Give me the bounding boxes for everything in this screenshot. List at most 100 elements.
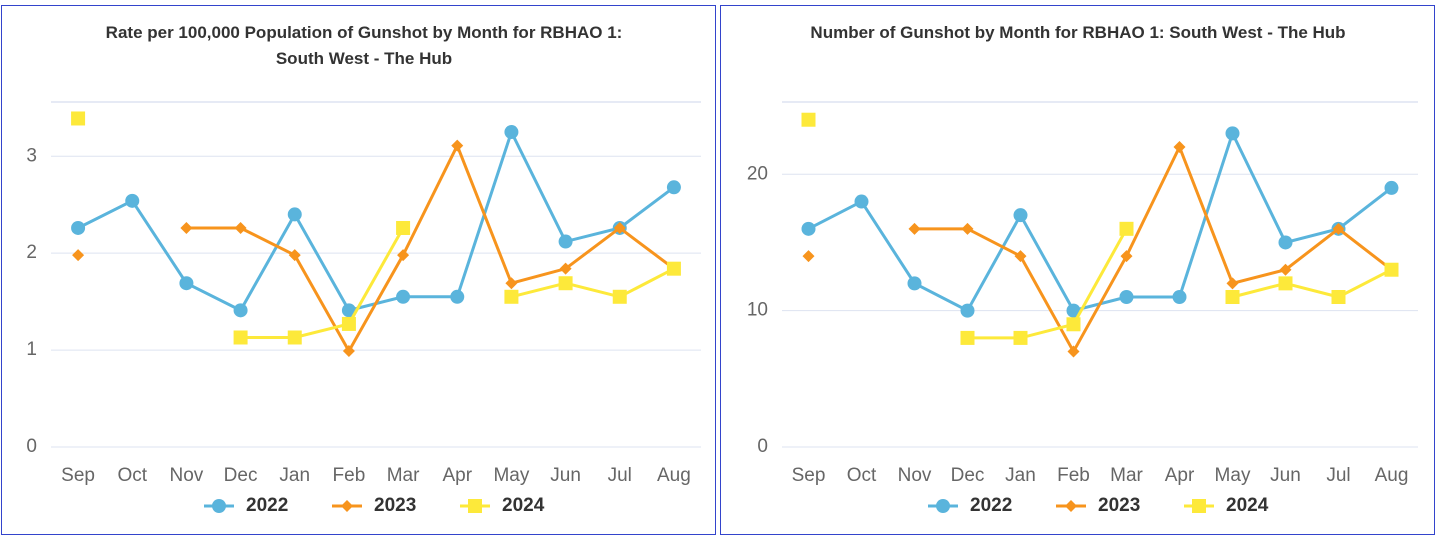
- point: [558, 276, 573, 291]
- point: [234, 221, 247, 234]
- point: [1278, 276, 1293, 291]
- point: [1279, 263, 1292, 276]
- point: [1384, 180, 1399, 195]
- x-tick-label: Nov: [898, 465, 932, 486]
- point: [504, 289, 519, 304]
- series-line: [186, 141, 675, 355]
- point: [1013, 330, 1028, 345]
- x-tick-label: Aug: [1375, 465, 1409, 486]
- point: [854, 194, 869, 209]
- point: [1013, 208, 1028, 223]
- point: [71, 220, 86, 235]
- point: [342, 345, 355, 358]
- point: [396, 289, 411, 304]
- point: [233, 330, 248, 345]
- point: [801, 112, 816, 127]
- y-tick-label: 0: [757, 436, 768, 457]
- point: [233, 303, 248, 318]
- point: [612, 289, 627, 304]
- point: [287, 330, 302, 345]
- point: [451, 139, 464, 152]
- point: [341, 303, 356, 318]
- point: [288, 249, 301, 262]
- chart-title: Number of Gunshot by Month for RBHAO 1: …: [810, 23, 1346, 42]
- point: [1225, 126, 1240, 141]
- x-tick-label: Feb: [333, 465, 366, 486]
- x-tick-label: Apr: [1165, 465, 1195, 486]
- y-tick-label: 2: [26, 242, 37, 263]
- point: [504, 125, 519, 140]
- point: [960, 330, 975, 345]
- x-tick-label: Jun: [1270, 465, 1301, 486]
- point: [1331, 290, 1346, 304]
- x-tick-label: Mar: [387, 465, 420, 486]
- y-tick-label: 0: [26, 436, 37, 457]
- y-tick-label: 3: [26, 145, 37, 166]
- x-tick-label: Oct: [847, 465, 877, 486]
- point: [1384, 262, 1399, 277]
- point: [1066, 317, 1081, 332]
- point: [1065, 500, 1077, 512]
- point: [72, 249, 85, 262]
- point: [397, 249, 410, 262]
- point: [341, 500, 353, 512]
- point: [1226, 277, 1239, 290]
- x-tick-label: Jul: [608, 465, 632, 486]
- chart: 0 10 20 Sep Oct Nov Dec Jan Feb Mar Apr May Jun Jul Au…: [747, 101, 1418, 516]
- x-tick-label: May: [1215, 465, 1251, 486]
- point: [1014, 250, 1027, 263]
- x-tick-label: Feb: [1057, 465, 1090, 486]
- x-tick-label: Jun: [550, 465, 581, 486]
- x-tick-label: Nov: [170, 465, 204, 486]
- point: [961, 222, 974, 235]
- point: [287, 207, 302, 222]
- point: [1172, 290, 1187, 304]
- point: [179, 276, 194, 291]
- point: [125, 193, 140, 208]
- x-tick-label: Jan: [279, 465, 310, 486]
- legend-label: 2022: [970, 495, 1012, 516]
- point: [450, 289, 465, 304]
- point: [71, 111, 86, 126]
- series-line: [77, 128, 675, 313]
- point: [666, 261, 681, 276]
- series-line: [914, 143, 1393, 355]
- x-tick-label: Dec: [951, 465, 985, 486]
- x-tick-label: Jan: [1005, 465, 1036, 486]
- series-line: [807, 129, 1393, 313]
- point: [396, 220, 411, 235]
- y-tick-label: 20: [747, 163, 768, 184]
- point: [468, 499, 482, 513]
- x-tick-label: Oct: [117, 465, 147, 486]
- point: [802, 250, 815, 263]
- chart: 0 1 2 3 Sep Oct Nov Dec Jan Feb Mar Apr May Jun Jul Aug…: [26, 101, 701, 516]
- legend-label: 2022: [246, 495, 288, 516]
- point: [1225, 290, 1240, 304]
- point: [1119, 221, 1134, 236]
- x-tick-label: Dec: [224, 465, 258, 486]
- legend-label: 2023: [1098, 495, 1140, 516]
- y-tick-label: 10: [747, 300, 768, 321]
- point: [212, 499, 226, 513]
- point: [505, 277, 518, 290]
- point: [1067, 345, 1080, 358]
- chart-panel: Number of Gunshot by Month for RBHAO 1: …: [720, 5, 1435, 535]
- x-tick-label: Sep: [61, 465, 95, 486]
- point: [801, 221, 816, 236]
- point: [908, 222, 921, 235]
- series-line: [240, 227, 675, 339]
- point: [1192, 499, 1206, 513]
- x-tick-label: Apr: [442, 465, 472, 486]
- point: [559, 262, 572, 275]
- x-tick-label: Aug: [657, 465, 691, 486]
- legend-label: 2024: [502, 495, 545, 516]
- point: [1173, 141, 1186, 153]
- x-tick-label: Jul: [1326, 465, 1350, 486]
- point: [341, 316, 356, 331]
- legend-label: 2024: [1226, 495, 1269, 516]
- y-tick-label: 1: [26, 339, 37, 360]
- legend-label: 2023: [374, 495, 416, 516]
- x-tick-label: Sep: [792, 465, 826, 486]
- point: [936, 499, 950, 513]
